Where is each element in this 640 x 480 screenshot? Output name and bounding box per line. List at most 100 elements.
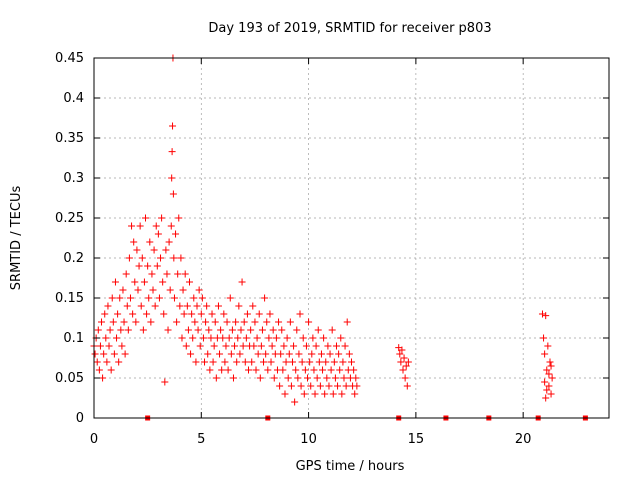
y-tick-labels: 0 0.05 0.1 0.15 0.2 0.25 0.3 0.35 0.4 0.45 xyxy=(55,51,84,426)
data-point xyxy=(168,174,176,182)
data-point xyxy=(275,318,283,326)
x-axis-label: GPS time / hours xyxy=(296,459,405,474)
data-point xyxy=(168,148,176,156)
data-point xyxy=(329,390,337,398)
data-point xyxy=(191,318,199,326)
data-point xyxy=(319,366,327,374)
data-point xyxy=(547,390,555,398)
data-point xyxy=(204,350,212,358)
data-point xyxy=(93,358,101,366)
data-series xyxy=(90,54,556,406)
data-point xyxy=(101,310,109,318)
data-point xyxy=(221,358,229,366)
data-point xyxy=(159,278,167,286)
data-point xyxy=(325,382,333,390)
data-point xyxy=(312,342,320,350)
data-point xyxy=(308,350,316,358)
data-point xyxy=(189,334,197,342)
y-tick-label: 0.15 xyxy=(55,291,84,306)
data-point xyxy=(188,310,196,318)
data-point xyxy=(332,342,340,350)
data-point xyxy=(208,310,216,318)
data-point xyxy=(260,358,268,366)
y-tick-label: 0.3 xyxy=(63,171,84,186)
data-point xyxy=(228,326,236,334)
data-point xyxy=(100,350,108,358)
data-point xyxy=(91,350,99,358)
data-point xyxy=(235,302,243,310)
data-point xyxy=(307,382,315,390)
data-point xyxy=(146,238,154,246)
data-point xyxy=(170,254,178,262)
data-point xyxy=(169,190,177,198)
data-point xyxy=(253,334,261,342)
data-point xyxy=(280,342,288,350)
data-point xyxy=(315,358,323,366)
data-point xyxy=(202,318,210,326)
data-point xyxy=(207,334,215,342)
data-point xyxy=(328,326,336,334)
data-point xyxy=(163,270,171,278)
data-point xyxy=(140,278,148,286)
data-point xyxy=(192,358,200,366)
data-point xyxy=(237,326,245,334)
data-point xyxy=(187,350,195,358)
data-point xyxy=(296,310,304,318)
data-point xyxy=(541,350,549,358)
data-point xyxy=(153,262,161,270)
data-point xyxy=(251,318,259,326)
data-point xyxy=(327,366,335,374)
data-point xyxy=(262,350,270,358)
data-point xyxy=(161,378,169,386)
data-point xyxy=(135,262,143,270)
data-point xyxy=(305,318,313,326)
data-point xyxy=(269,326,277,334)
data-point xyxy=(279,366,287,374)
data-point xyxy=(99,374,107,382)
data-point xyxy=(196,342,204,350)
data-point xyxy=(299,334,307,342)
y-tick-label: 0.45 xyxy=(55,51,84,66)
data-point xyxy=(341,342,349,350)
data-point xyxy=(236,350,244,358)
data-point xyxy=(151,302,159,310)
data-point xyxy=(234,334,242,342)
data-point xyxy=(247,326,255,334)
y-tick-label: 0.2 xyxy=(63,251,84,266)
data-point xyxy=(353,382,361,390)
data-point xyxy=(298,358,306,366)
data-point xyxy=(190,294,198,302)
data-point xyxy=(103,358,111,366)
data-point xyxy=(338,390,346,398)
data-point xyxy=(323,374,331,382)
data-point xyxy=(144,262,152,270)
data-point xyxy=(320,334,328,342)
plot-frame xyxy=(93,57,610,419)
data-point xyxy=(181,270,189,278)
y-tick-label: 0.35 xyxy=(55,131,84,146)
data-point xyxy=(542,394,550,402)
data-point xyxy=(264,366,272,374)
data-point xyxy=(131,278,139,286)
data-point xyxy=(310,366,318,374)
y-tick-label: 0.05 xyxy=(55,371,84,386)
data-point xyxy=(241,358,249,366)
data-point xyxy=(297,382,305,390)
data-point xyxy=(178,334,186,342)
data-point xyxy=(210,342,218,350)
data-point xyxy=(317,350,325,358)
data-point xyxy=(152,222,160,230)
data-point xyxy=(205,326,213,334)
chart-title: Day 193 of 2019, SRMTID for receiver p80… xyxy=(208,21,491,36)
data-point xyxy=(195,286,203,294)
data-point xyxy=(184,326,192,334)
data-point xyxy=(313,374,321,382)
data-point xyxy=(283,334,291,342)
data-point xyxy=(218,366,226,374)
data-point xyxy=(245,366,252,374)
data-point xyxy=(107,366,115,374)
axis-ticks xyxy=(93,57,609,419)
data-point xyxy=(206,366,214,374)
data-point xyxy=(180,310,188,318)
data-point xyxy=(265,334,273,342)
